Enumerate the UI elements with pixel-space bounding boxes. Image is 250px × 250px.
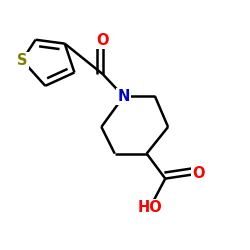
Text: S: S xyxy=(17,53,28,68)
Text: O: O xyxy=(96,33,109,48)
Text: HO: HO xyxy=(138,200,162,215)
Text: O: O xyxy=(192,166,205,181)
Text: N: N xyxy=(118,89,130,104)
